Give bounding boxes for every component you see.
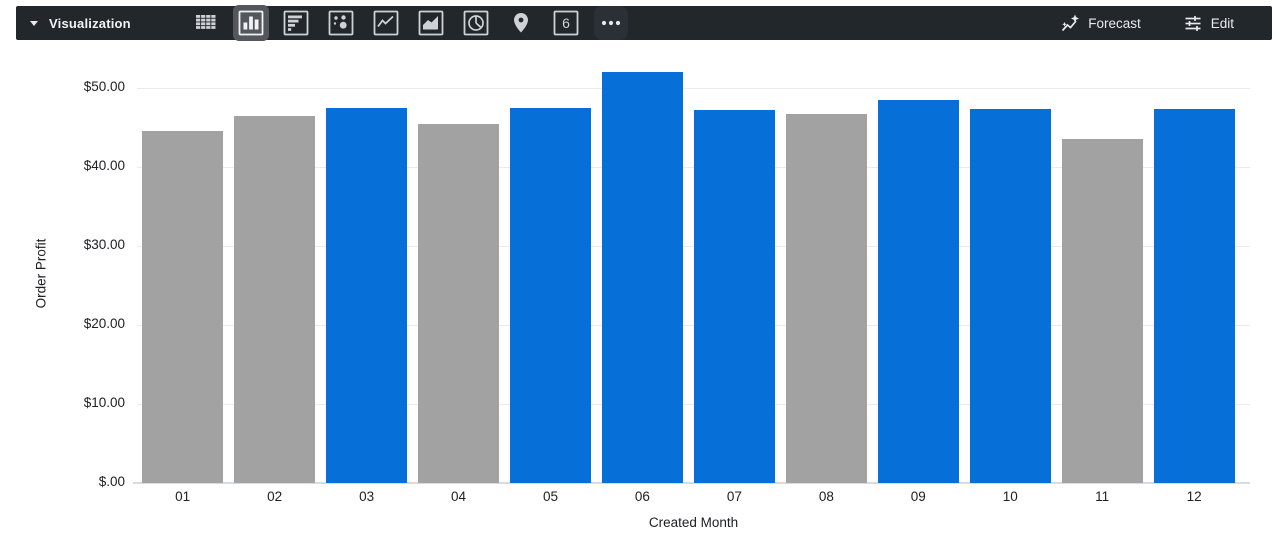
x-tick-label: 03: [359, 489, 375, 504]
map-pin-icon: [514, 13, 528, 33]
y-tick-label: $40.00: [83, 158, 125, 173]
gridline: [137, 88, 1250, 89]
chevron-down-icon: [30, 20, 38, 26]
x-tick-label: 09: [910, 489, 926, 504]
x-tick-label: 01: [175, 489, 191, 504]
table-chart-button[interactable]: [193, 10, 219, 36]
area-chart-icon: [418, 10, 444, 36]
x-axis-baseline: [133, 482, 1250, 484]
line-chart-button[interactable]: [373, 10, 399, 36]
edit-label: Edit: [1210, 15, 1234, 31]
x-tick-label: 05: [542, 489, 558, 504]
table-icon: [196, 15, 216, 29]
pie-chart-button[interactable]: [463, 10, 489, 36]
single-value-button[interactable]: 6: [553, 10, 579, 36]
gridline: [137, 404, 1250, 405]
chart-type-switcher: 6: [193, 10, 624, 36]
x-tick-label: 02: [267, 489, 283, 504]
y-tick-label: $20.00: [83, 316, 125, 331]
ellipsis-icon: [601, 20, 621, 26]
line-chart-icon: [373, 10, 399, 36]
bar-month-10[interactable]: [969, 109, 1051, 483]
bar-month-06[interactable]: [601, 72, 683, 483]
toolbar-actions: Forecast Edit: [1060, 13, 1272, 33]
area-chart-button[interactable]: [418, 10, 444, 36]
y-tick-label: $10.00: [83, 395, 125, 410]
forecast-button[interactable]: Forecast: [1060, 13, 1141, 33]
y-tick-label: $50.00: [83, 79, 125, 94]
x-tick-label: 04: [451, 489, 467, 504]
gridline: [137, 325, 1250, 326]
bar-month-08[interactable]: [785, 114, 867, 483]
bar-chart-button[interactable]: [283, 10, 309, 36]
bar-chart-icon: [283, 10, 309, 36]
bar-month-02[interactable]: [234, 116, 316, 483]
gridline: [137, 246, 1250, 247]
x-tick-label: 06: [634, 489, 650, 504]
pie-chart-icon: [463, 10, 489, 36]
edit-button[interactable]: Edit: [1183, 13, 1234, 33]
column-chart-button[interactable]: [238, 10, 264, 36]
y-tick-label: $.00: [98, 474, 125, 489]
forecast-label: Forecast: [1088, 15, 1141, 31]
y-tick-label: $30.00: [83, 237, 125, 252]
more-chart-types-button[interactable]: [598, 10, 624, 36]
toolbar-title: Visualization: [49, 15, 131, 31]
y-axis-title: Order Profit: [33, 238, 49, 309]
tune-sliders-icon: [1185, 16, 1201, 31]
x-axis-title: Created Month: [648, 515, 739, 530]
x-tick-label: 08: [818, 489, 834, 504]
bar-month-04[interactable]: [418, 123, 500, 483]
bar-month-12[interactable]: [1153, 109, 1235, 483]
visualization-collapse-toggle[interactable]: Visualization: [16, 16, 178, 31]
single-value-icon: 6: [553, 10, 579, 36]
x-tick-label: 07: [726, 489, 742, 504]
gridline: [137, 167, 1250, 168]
svg-text:6: 6: [562, 15, 570, 31]
column-chart-icon: [238, 10, 264, 36]
bar-month-11[interactable]: [1061, 138, 1143, 483]
x-tick-label: 10: [1002, 489, 1018, 504]
map-chart-button[interactable]: [508, 10, 534, 36]
bar-month-03[interactable]: [326, 107, 408, 483]
bar-month-05[interactable]: [510, 107, 591, 483]
bar-month-09[interactable]: [877, 99, 959, 483]
scatter-chart-button[interactable]: [328, 10, 354, 36]
scatter-chart-icon: [328, 10, 354, 36]
bar-month-07[interactable]: [693, 110, 775, 483]
x-tick-label: 12: [1186, 489, 1202, 504]
x-tick-label: 11: [1095, 489, 1110, 504]
visualization-toolbar: Visualization: [16, 6, 1272, 40]
bar-month-01[interactable]: [142, 131, 224, 483]
forecast-sparkle-icon: [1062, 14, 1080, 32]
